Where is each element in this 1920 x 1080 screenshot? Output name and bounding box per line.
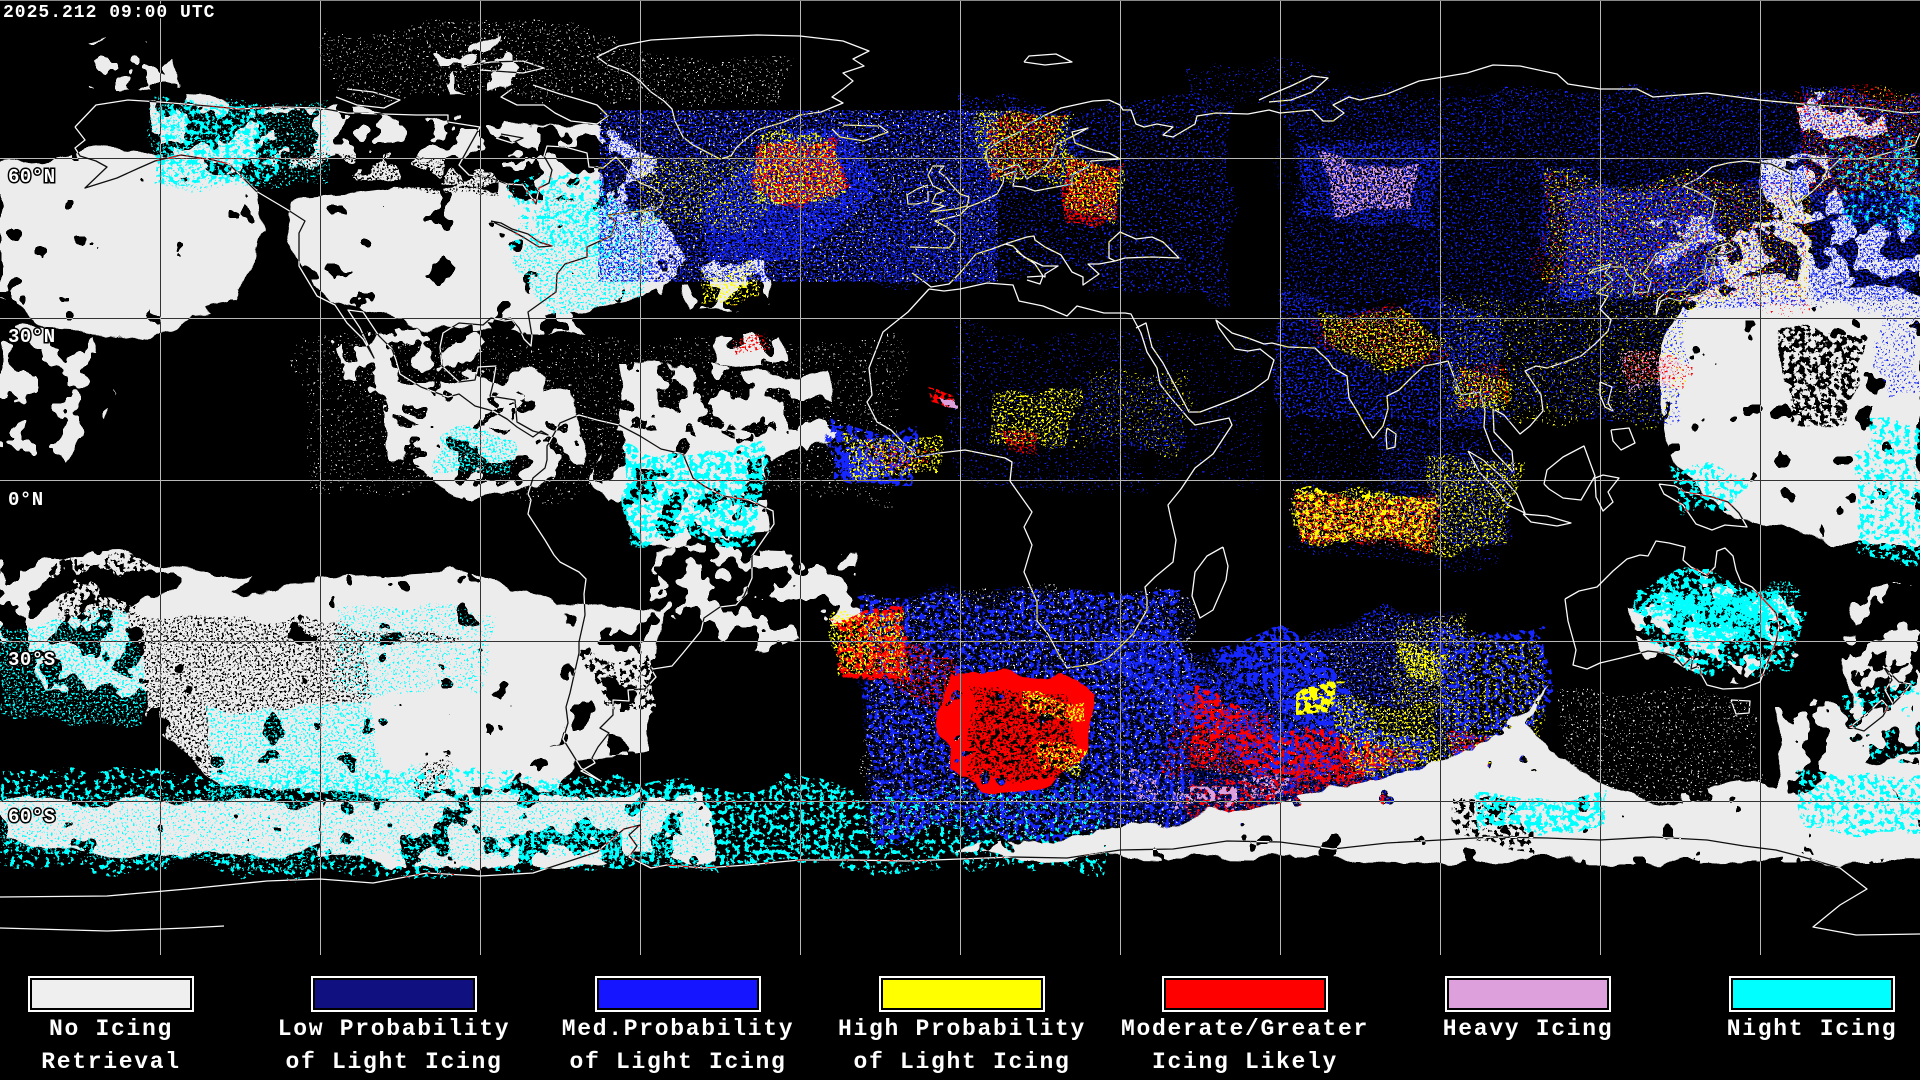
- svg-text:Retrieval: Retrieval: [41, 1049, 181, 1075]
- svg-text:30°S: 30°S: [8, 649, 56, 671]
- svg-text:No Icing: No Icing: [49, 1016, 173, 1042]
- svg-text:High Probability: High Probability: [838, 1016, 1086, 1042]
- svg-text:Icing Likely: Icing Likely: [1152, 1049, 1338, 1075]
- svg-text:Low Probability: Low Probability: [278, 1016, 511, 1042]
- svg-text:30°N: 30°N: [8, 326, 56, 348]
- svg-text:0°N: 0°N: [8, 489, 44, 511]
- svg-text:Med.Probability: Med.Probability: [562, 1016, 795, 1042]
- svg-text:60°N: 60°N: [8, 166, 56, 188]
- svg-text:of Light Icing: of Light Icing: [569, 1049, 786, 1075]
- svg-text:Heavy Icing: Heavy Icing: [1443, 1016, 1614, 1042]
- svg-text:Night Icing: Night Icing: [1727, 1016, 1898, 1042]
- svg-text:2025.212 09:00 UTC: 2025.212 09:00 UTC: [3, 3, 215, 23]
- svg-text:60°S: 60°S: [8, 806, 56, 828]
- svg-text:of Light Icing: of Light Icing: [285, 1049, 502, 1075]
- svg-text:Moderate/Greater: Moderate/Greater: [1121, 1016, 1369, 1042]
- svg-text:of Light Icing: of Light Icing: [853, 1049, 1070, 1075]
